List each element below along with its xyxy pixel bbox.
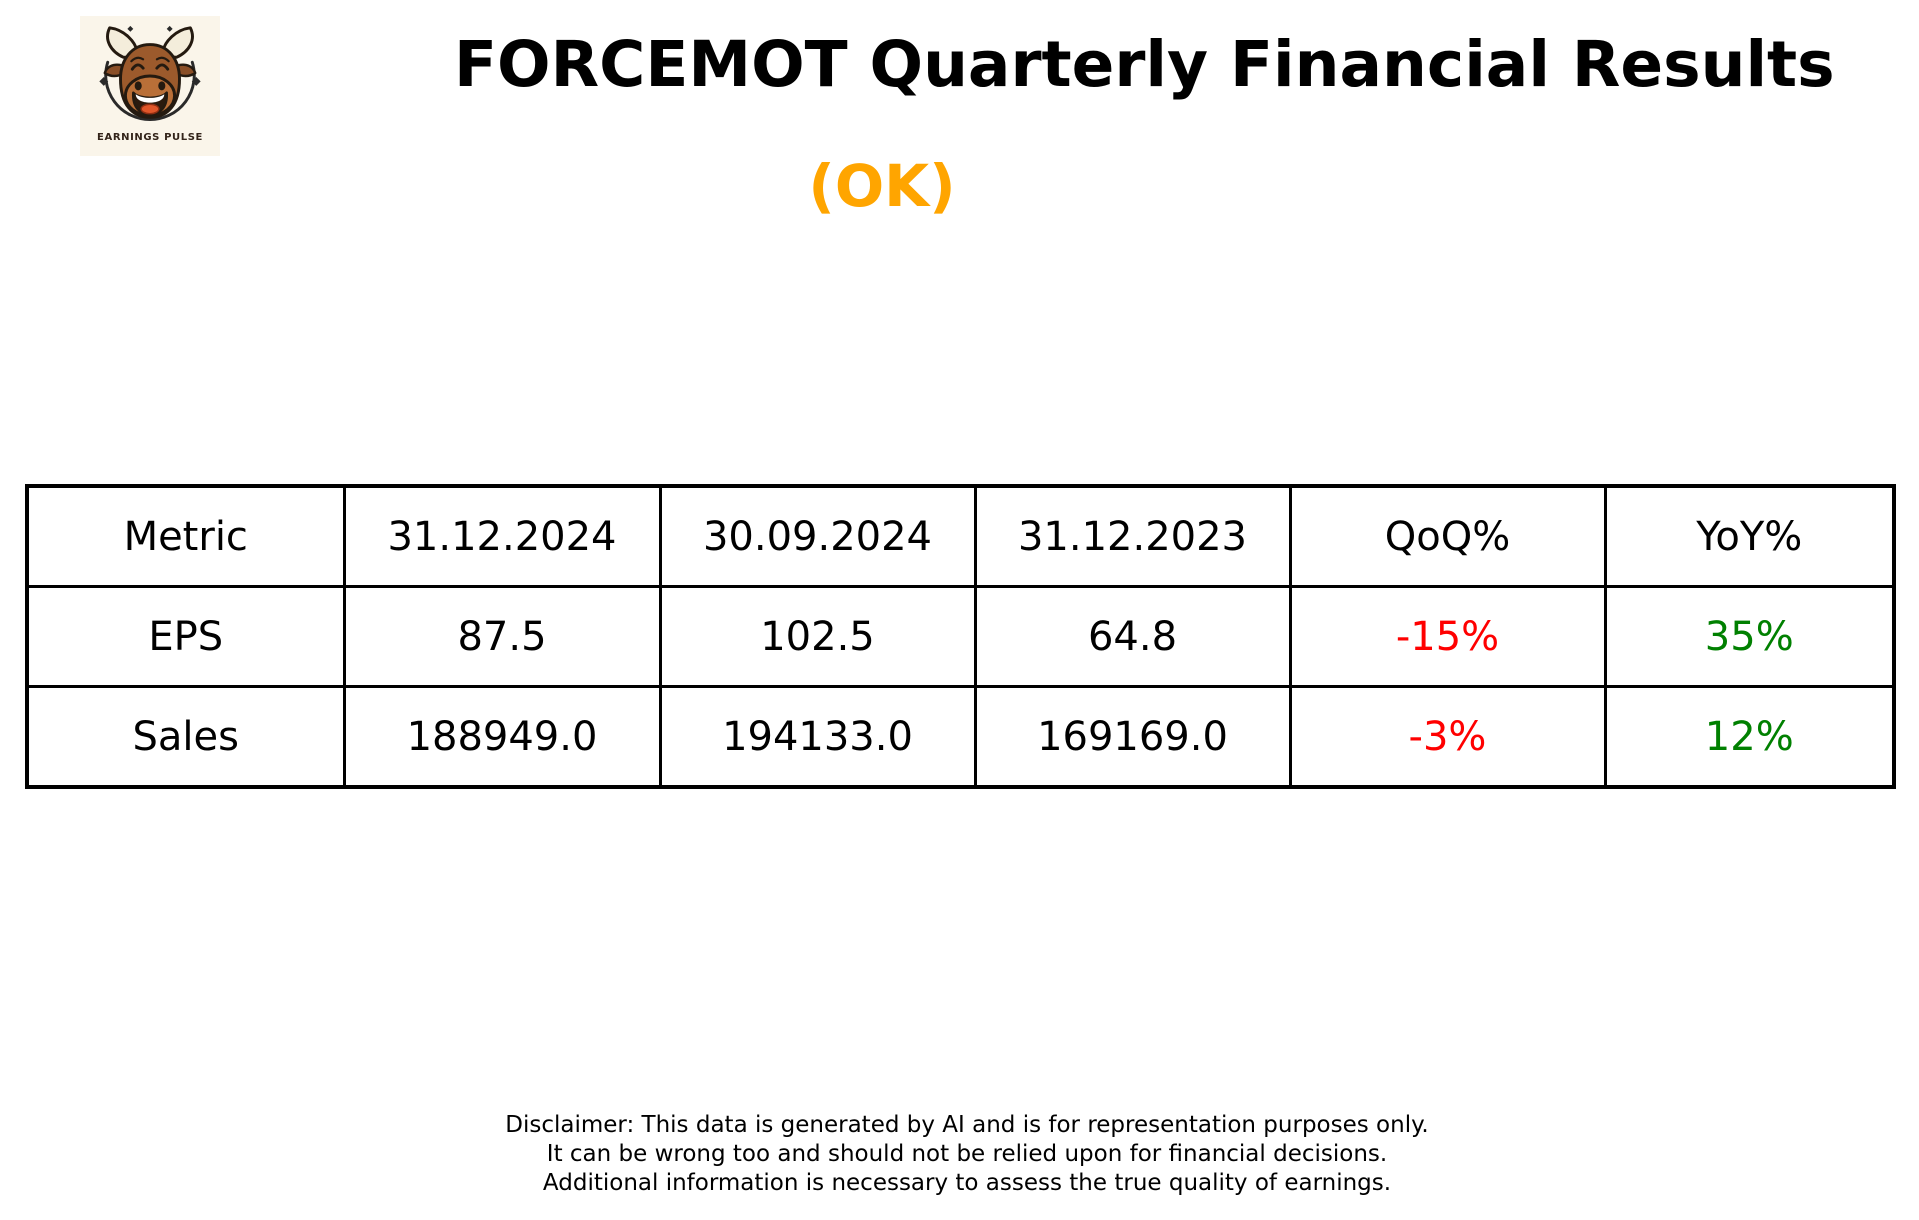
col-header-period-2: 30.09.2024 (658, 484, 977, 588)
logo-label: EARNINGS PULSE (97, 132, 203, 143)
table-row-eps: EPS 87.5 102.5 64.8 -15% 35% (25, 585, 1896, 688)
disclaimer-line-3: Additional information is necessary to a… (542, 1170, 1392, 1196)
financial-results-table: Metric 31.12.2024 30.09.2024 31.12.2023 … (25, 484, 1896, 789)
metric-label: EPS (25, 585, 346, 688)
eps-value-prev-quarter: 102.5 (658, 585, 977, 688)
eps-yoy-pct: 35% (1603, 585, 1896, 688)
eps-qoq-pct: -15% (1288, 585, 1607, 688)
col-header-period-1: 31.12.2024 (342, 484, 662, 588)
disclaimer-line-2: It can be wrong too and should not be re… (546, 1141, 1388, 1167)
sales-value-prev-year: 169169.0 (973, 685, 1292, 789)
earnings-pulse-logo: EARNINGS PULSE (80, 16, 220, 156)
page-title: FORCEMOT Quarterly Financial Results (454, 28, 1835, 101)
sales-yoy-pct: 12% (1603, 685, 1896, 789)
table-header-row: Metric 31.12.2024 30.09.2024 31.12.2023 … (25, 484, 1896, 588)
sales-value-current: 188949.0 (342, 685, 662, 789)
bull-icon (99, 25, 201, 122)
table-row-sales: Sales 188949.0 194133.0 169169.0 -3% 12% (25, 685, 1896, 789)
eps-value-prev-year: 64.8 (973, 585, 1292, 688)
sales-qoq-pct: -3% (1288, 685, 1607, 789)
verdict-badge: (OK) (808, 152, 956, 220)
sales-value-prev-quarter: 194133.0 (658, 685, 977, 789)
col-header-yoy: YoY% (1603, 484, 1896, 588)
col-header-period-3: 31.12.2023 (973, 484, 1292, 588)
col-header-qoq: QoQ% (1288, 484, 1607, 588)
disclaimer-line-1: Disclaimer: This data is generated by AI… (505, 1112, 1429, 1138)
eps-value-current: 87.5 (342, 585, 662, 688)
metric-label: Sales (25, 685, 346, 789)
col-header-metric: Metric (25, 484, 346, 588)
disclaimer: Disclaimer: This data is generated by AI… (505, 1111, 1428, 1198)
